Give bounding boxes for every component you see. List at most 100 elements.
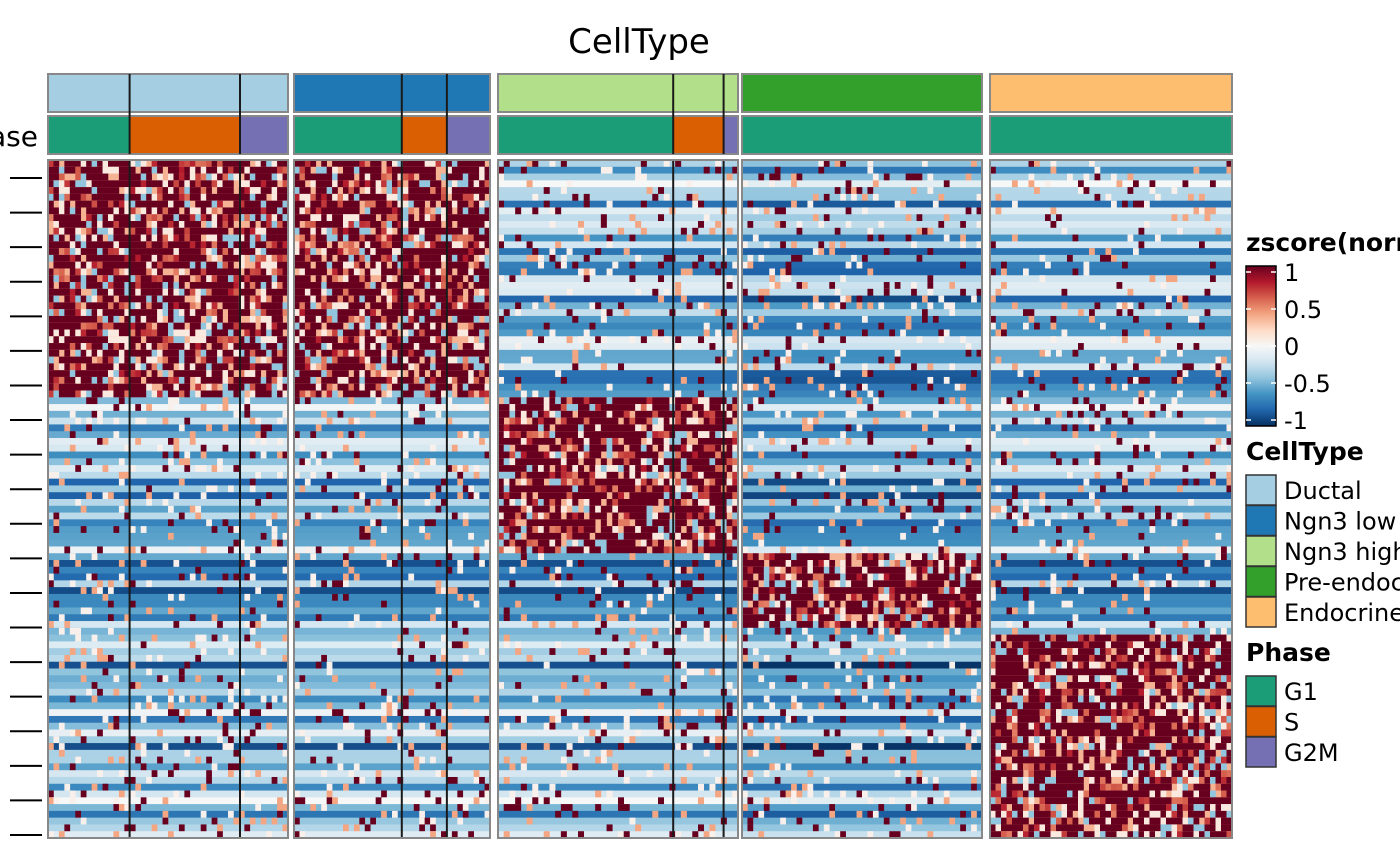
heatmap-cell bbox=[435, 770, 442, 778]
heatmap-cell bbox=[686, 743, 693, 751]
heatmap-cell bbox=[402, 166, 409, 174]
heatmap-cell bbox=[473, 180, 480, 188]
heatmap-cell bbox=[124, 295, 131, 303]
heatmap-cell bbox=[332, 315, 338, 324]
heatmap-cell bbox=[129, 600, 136, 608]
heatmap-cell bbox=[124, 824, 131, 832]
heatmap-cell bbox=[58, 336, 65, 344]
heatmap-cell bbox=[140, 560, 147, 568]
heatmap-cell bbox=[244, 329, 251, 337]
heatmap-cell bbox=[629, 444, 636, 452]
heatmap-cell bbox=[526, 465, 533, 473]
heatmap-cell bbox=[348, 214, 355, 222]
heatmap-cell bbox=[255, 363, 262, 371]
heatmap-cell bbox=[326, 302, 333, 310]
heatmap-cell bbox=[441, 390, 447, 398]
heatmap-cell bbox=[446, 356, 453, 364]
heatmap-cell bbox=[618, 539, 625, 547]
heatmap-cell bbox=[162, 282, 169, 290]
heatmap-cell bbox=[370, 180, 376, 188]
heatmap-cell bbox=[600, 465, 607, 473]
heatmap-cell bbox=[129, 187, 136, 195]
heatmap-cell bbox=[652, 424, 659, 432]
heatmap-cell bbox=[498, 682, 505, 690]
heatmap-cell bbox=[457, 370, 464, 378]
heatmap-cell bbox=[151, 309, 158, 317]
heatmap-cell bbox=[479, 248, 485, 256]
heatmap-cell bbox=[151, 282, 158, 290]
heatmap-cell bbox=[91, 173, 98, 181]
heatmap-cell bbox=[381, 553, 387, 561]
heatmap-cell bbox=[424, 315, 431, 324]
heatmap-cell bbox=[543, 410, 550, 419]
heatmap-cell bbox=[408, 207, 415, 215]
heatmap-cell bbox=[462, 254, 469, 263]
heatmap-row bbox=[498, 288, 738, 296]
heatmap-cell bbox=[299, 329, 306, 337]
heatmap-cell bbox=[381, 356, 387, 364]
heatmap-cell bbox=[255, 587, 262, 595]
heatmap-cell bbox=[572, 437, 579, 446]
heatmap-cell bbox=[359, 180, 366, 188]
heatmap-cell bbox=[222, 424, 229, 432]
heatmap-cell bbox=[435, 343, 442, 351]
heatmap-cell bbox=[184, 465, 191, 473]
heatmap-cell bbox=[255, 709, 262, 717]
heatmap-cell bbox=[359, 776, 366, 785]
heatmap-cell bbox=[124, 776, 131, 785]
heatmap-cell bbox=[430, 376, 436, 385]
heatmap-cell bbox=[381, 275, 387, 283]
heatmap-cell bbox=[58, 193, 65, 202]
heatmap-cell bbox=[113, 336, 120, 344]
heatmap-cell bbox=[233, 302, 240, 310]
heatmap-cell bbox=[348, 417, 355, 425]
heatmap-cell bbox=[184, 343, 191, 351]
heatmap-cell bbox=[299, 180, 306, 188]
heatmap-cell bbox=[526, 444, 533, 452]
heatmap-cell bbox=[113, 309, 120, 317]
heatmap-cell bbox=[222, 221, 229, 229]
heatmap-cell bbox=[675, 546, 682, 554]
heatmap-cell bbox=[457, 465, 464, 473]
heatmap-cell bbox=[53, 166, 60, 174]
heatmap-row bbox=[498, 200, 738, 208]
heatmap-cell bbox=[343, 715, 349, 724]
heatmap-panel-border bbox=[47, 159, 289, 839]
heatmap-cell bbox=[515, 648, 522, 656]
heatmap-cell bbox=[135, 282, 142, 290]
heatmap-cell bbox=[364, 390, 371, 398]
heatmap-cell bbox=[698, 512, 705, 520]
heatmap-cell bbox=[462, 431, 469, 439]
heatmap-cell bbox=[157, 248, 163, 256]
heatmap-cell bbox=[408, 349, 415, 358]
heatmap-cell bbox=[348, 329, 355, 337]
heatmap-cell bbox=[640, 410, 647, 419]
heatmap-cell bbox=[686, 410, 693, 419]
heatmap-cell bbox=[680, 532, 687, 541]
heatmap-cell bbox=[255, 248, 262, 256]
heatmap-cell bbox=[195, 282, 202, 290]
heatmap-row bbox=[294, 397, 490, 405]
heatmap-cell bbox=[168, 180, 174, 188]
heatmap-cell bbox=[675, 424, 682, 432]
heatmap-cell bbox=[135, 309, 142, 317]
heatmap-cell bbox=[260, 173, 267, 181]
heatmap-cell bbox=[520, 756, 527, 764]
heatmap-cell bbox=[538, 336, 545, 344]
heatmap-cell bbox=[91, 241, 98, 249]
heatmap-cell bbox=[375, 234, 382, 242]
heatmap-cell bbox=[457, 214, 464, 222]
heatmap-cell bbox=[266, 831, 272, 839]
heatmap-cell bbox=[640, 227, 647, 235]
heatmap-cell bbox=[129, 526, 136, 534]
heatmap-cell bbox=[566, 410, 573, 419]
heatmap-cell bbox=[233, 539, 240, 547]
heatmap-cell bbox=[457, 383, 464, 391]
heatmap-cell bbox=[337, 743, 344, 751]
heatmap-cell bbox=[255, 621, 262, 629]
heatmap-cell bbox=[451, 322, 458, 330]
heatmap-cell bbox=[413, 221, 420, 229]
heatmap-cell bbox=[266, 702, 272, 710]
heatmap-cell bbox=[375, 390, 382, 398]
heatmap-cell bbox=[715, 397, 722, 405]
